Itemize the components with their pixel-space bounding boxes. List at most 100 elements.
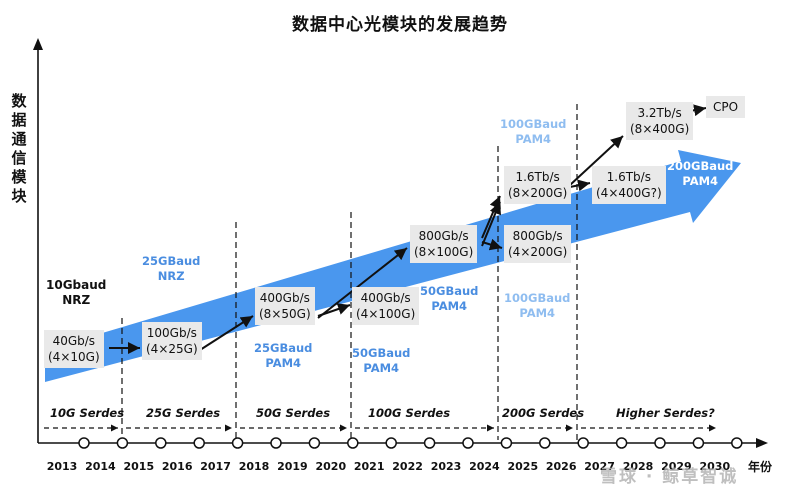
stage-rate: 400Gb/s [259, 291, 310, 305]
year-tick-marker [654, 437, 666, 449]
stage-lanes: (8×50G) [259, 307, 311, 321]
modulation-25gbaud-pam4: 25GBaud PAM4 [254, 341, 312, 371]
stage-box-3-2t: 3.2Tb/s (8×400G) [626, 102, 694, 140]
modulation-10gbaud-nrz: 10Gbaud NRZ [46, 278, 106, 308]
stage-rate: 400Gb/s [360, 291, 411, 305]
year-tick-marker [193, 437, 205, 449]
year-label: 2030 [699, 460, 731, 473]
stage-lanes: (8×400G) [630, 122, 690, 136]
era-dividers [121, 104, 578, 440]
year-tick-marker [615, 437, 628, 449]
year-tick-marker [692, 437, 705, 449]
modulation-line1: 25GBaud [254, 341, 313, 355]
serdes-100g: 100G Serdes [368, 406, 451, 420]
year-label: 2015 [123, 460, 155, 473]
stage-rate: 800Gb/s [418, 229, 469, 243]
modulation-25gbaud-nrz: 25GBaud NRZ [142, 254, 200, 284]
modulation-line1: 50GBaud [420, 284, 479, 298]
year-label: 2020 [315, 460, 347, 473]
year-label: 2024 [469, 460, 500, 473]
year-tick-marker [78, 437, 90, 449]
year-label: 2022 [392, 460, 423, 473]
year-tick-marker [539, 437, 551, 449]
year-tick-marker [270, 437, 282, 449]
modulation-200gbaud-pam4: 200GBaud PAM4 [667, 159, 733, 189]
year-label: 2013 [46, 460, 78, 473]
stage-lanes: (4×400G?) [596, 186, 662, 200]
year-tick-marker [423, 437, 436, 449]
year-label: 2014 [85, 460, 116, 473]
modulation-line2: PAM4 [265, 356, 302, 370]
stage-lanes: (4×10G) [48, 350, 100, 364]
stage-box-800g-4x200: 800Gb/s (4×200G) [504, 225, 572, 263]
year-label: 2018 [238, 460, 270, 473]
watermark: 雪球 · 鲸草智诚 [600, 467, 739, 487]
modulation-line1: 200GBaud [667, 159, 734, 173]
chart-title: 数据中心光模块的发展趋势 [292, 15, 508, 35]
stage-rate: 100Gb/s [146, 326, 197, 340]
trend-band [45, 150, 741, 382]
year-tick-marker [577, 437, 589, 449]
modulation-100gbaud-pam4-a: 100GBaud PAM4 [500, 117, 566, 147]
year-label: 2019 [277, 460, 308, 473]
year-tick-marker [385, 437, 397, 449]
year-label: 2028 [622, 460, 654, 473]
stage-lanes: (4×200G) [508, 245, 568, 259]
stage-rate: 40Gb/s [52, 334, 96, 348]
stage-lanes: (4×25G) [146, 342, 198, 356]
stage-box-400g-4x100: 400Gb/s (4×100G) [352, 287, 420, 325]
stage-rate: 1.6Tb/s [606, 170, 651, 184]
year-tick-marker [116, 437, 129, 449]
stage-box-100g: 100Gb/s (4×25G) [142, 322, 202, 360]
year-ticks [78, 437, 743, 449]
modulation-line2: PAM4 [363, 361, 400, 375]
stage-box-400g-8x50: 400Gb/s (8×50G) [255, 287, 315, 325]
stage-rate: 3.2Tb/s [637, 106, 682, 120]
y-axis-arrow-icon [33, 38, 43, 50]
year-tick-marker [500, 437, 513, 449]
year-label: 2026 [545, 460, 577, 473]
year-tick-marker [155, 437, 167, 449]
year-tick-marker [231, 437, 244, 449]
stage-lanes: (4×100G) [356, 307, 416, 321]
modulation-line2: NRZ [62, 293, 91, 307]
stage-box-1-6t-4x400: 1.6Tb/s (4×400G?) [592, 166, 666, 204]
stage-box-1-6t-8x200: 1.6Tb/s (8×200G) [504, 166, 572, 204]
stage-lanes: (8×100G) [414, 245, 474, 259]
progression-arrows [109, 104, 707, 354]
stage-box-800g-8x100: 800Gb/s (8×100G) [410, 225, 478, 263]
year-label: 2027 [584, 460, 615, 473]
modulation-line2: NRZ [157, 269, 185, 283]
modulation-100gbaud-pam4-b: 100GBaud PAM4 [504, 291, 570, 321]
year-label: 2017 [200, 460, 231, 473]
x-axis-arrow-icon [756, 438, 768, 448]
year-label: 2021 [353, 460, 385, 473]
modulation-line2: PAM4 [515, 132, 552, 146]
year-tick-marker [462, 437, 474, 449]
serdes-50g: 50G Serdes [256, 406, 331, 420]
serdes-10g: 10G Serdes [50, 406, 125, 420]
stage-rate: 1.6Tb/s [515, 170, 560, 184]
modulation-line2: PAM4 [519, 306, 556, 320]
year-label: 2029 [661, 460, 692, 473]
modulation-line1: 100GBaud [504, 291, 571, 305]
year-label: 2016 [161, 460, 193, 473]
stage-box-40g: 40Gb/s (4×10G) [44, 330, 104, 368]
modulation-50gbaud-pam4-b: 50GBaud PAM4 [420, 284, 478, 314]
modulation-line2: PAM4 [682, 174, 719, 188]
year-label: 2025 [507, 460, 539, 473]
serdes-200g: 200G Serdes [502, 406, 585, 420]
modulation-line1: 25GBaud [142, 254, 201, 268]
modulation-line1: 10Gbaud [46, 278, 107, 292]
year-tick-marker [731, 437, 743, 449]
y-axis-label: 数据通信模块 [11, 92, 27, 205]
serdes-higher: Higher Serdes? [616, 406, 715, 420]
x-axis-unit: 年份 [748, 460, 773, 474]
stage-rate: 800Gb/s [512, 229, 563, 243]
modulation-50gbaud-pam4-a: 50GBaud PAM4 [352, 346, 410, 376]
stage-rate: CPO [713, 100, 739, 114]
year-label: 2023 [430, 460, 462, 473]
stage-box-cpo: CPO [706, 96, 746, 118]
